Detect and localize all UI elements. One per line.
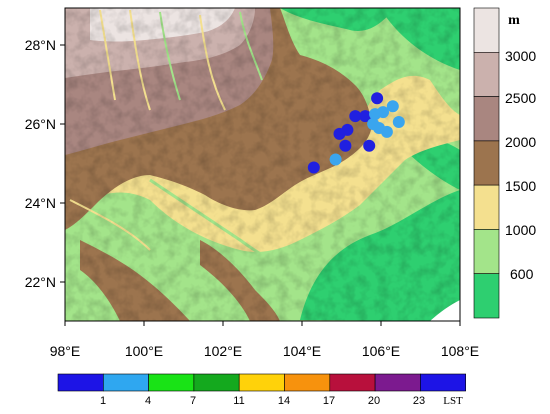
time-colorbar: 1 4 7 11 14 17 20 23 LST	[57, 373, 466, 407]
time-label-17: 17	[323, 395, 335, 407]
elev-label-600: 600	[510, 266, 534, 282]
time-swatch	[103, 373, 149, 392]
time-swatch	[193, 373, 240, 392]
elev-label-2500: 2500	[505, 90, 536, 106]
time-swatch	[148, 373, 195, 392]
elevation-swatch	[473, 184, 500, 230]
time-swatch	[420, 373, 466, 392]
lat-label-26: 26°N	[25, 116, 56, 132]
lat-label-22: 22°N	[25, 274, 56, 290]
lon-label-108: 108°E	[441, 343, 479, 359]
time-swatch	[238, 373, 285, 392]
elevation-swatch	[473, 273, 500, 319]
time-label-23: 23	[413, 395, 425, 407]
station-marker	[339, 139, 352, 152]
lat-label-24: 24°N	[25, 195, 56, 211]
lon-label-98: 98°E	[50, 343, 81, 359]
time-label-lst: LST	[443, 395, 463, 407]
lat-label-28: 28°N	[25, 37, 56, 53]
time-label-11: 11	[233, 395, 244, 407]
station-marker	[359, 110, 372, 123]
lon-label-104: 104°E	[283, 343, 321, 359]
station-marker	[377, 106, 389, 119]
lon-label-106: 106°E	[362, 343, 400, 359]
station-marker	[386, 100, 399, 113]
station-marker	[349, 110, 362, 123]
elev-label-1000: 1000	[505, 222, 536, 238]
elevation-swatch	[473, 229, 500, 274]
time-swatch	[57, 373, 104, 392]
elevation-swatch	[473, 140, 500, 186]
elevation-swatch	[473, 7, 500, 53]
time-label-4: 4	[145, 395, 151, 407]
elevation-swatch	[473, 51, 500, 97]
lon-label-100: 100°E	[125, 343, 163, 359]
time-label-7: 7	[190, 395, 196, 407]
elev-label-1500: 1500	[505, 178, 536, 194]
station-marker	[371, 92, 384, 105]
time-swatch	[374, 373, 421, 392]
elevation-swatch	[473, 96, 500, 142]
station-marker	[363, 139, 376, 152]
elev-label-2000: 2000	[505, 134, 536, 150]
station-marker	[333, 127, 346, 140]
time-label-1: 1	[100, 395, 106, 407]
station-marker	[329, 153, 342, 166]
elevation-unit: m	[508, 13, 520, 28]
elev-label-3000: 3000	[505, 48, 536, 64]
terrain-map	[65, 8, 460, 321]
latitude-axis: 28°N 26°N 24°N 22°N	[25, 37, 65, 290]
station-marker	[392, 116, 405, 128]
time-label-20: 20	[368, 395, 380, 407]
time-swatch	[284, 373, 331, 392]
station-marker	[307, 161, 320, 174]
time-label-14: 14	[278, 395, 290, 407]
elevation-colorbar: m 3000 2500 2000 1500 1000 600	[473, 7, 536, 319]
station-marker	[380, 125, 393, 138]
time-swatch	[329, 373, 376, 392]
map-frame	[64, 7, 461, 322]
station-markers	[307, 92, 405, 174]
longitude-axis: 98°E 100°E 102°E 104°E 106°E 108°E	[50, 321, 479, 359]
lon-label-102: 102°E	[204, 343, 242, 359]
